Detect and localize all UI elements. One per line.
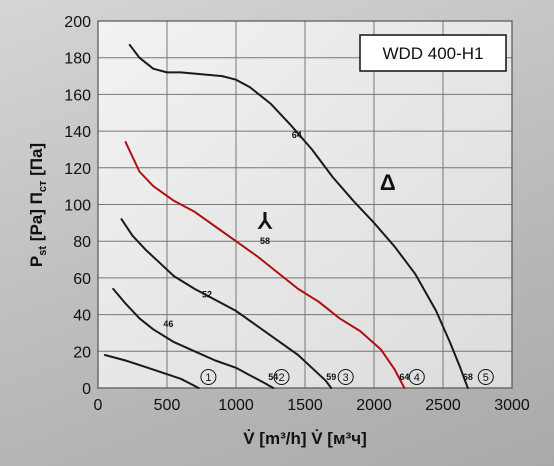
x-tick-label: 500 <box>154 397 181 414</box>
curve-4 <box>124 141 406 389</box>
curve-number-text: 1 <box>205 372 211 384</box>
curve-number-3: 3 <box>337 368 354 385</box>
plot-frame <box>97 20 513 389</box>
point-label: 64 <box>292 130 302 140</box>
curve-number-circle <box>273 368 290 385</box>
y-label-text: [Pa] П <box>27 192 46 246</box>
curve-number-circle <box>200 368 217 385</box>
y-label-subscript: ст <box>37 180 49 192</box>
curve-number-circle <box>408 368 425 385</box>
annotations: Δ⅄ <box>257 170 395 234</box>
star-connection-symbol: ⅄ <box>257 208 273 233</box>
y-label-text: P <box>27 256 46 267</box>
curve-number-circle <box>477 368 494 385</box>
curve-number-2: 2 <box>273 368 290 385</box>
point-label: 54 <box>268 372 278 382</box>
point-label: 68 <box>463 372 473 382</box>
x-tick-label: 2000 <box>356 397 392 414</box>
y-tick-label: 200 <box>64 14 91 31</box>
y-tick-label: 140 <box>64 124 91 141</box>
y-tick-label: 180 <box>64 51 91 68</box>
curve-number-text: 3 <box>343 372 349 384</box>
x-tick-label: 3000 <box>494 397 530 414</box>
point-label: 46 <box>163 319 173 329</box>
y-tick-label: 100 <box>64 198 91 215</box>
y-tick-label: 80 <box>73 234 91 251</box>
curve-3 <box>120 218 333 389</box>
y-label-subscript: st <box>37 246 49 256</box>
curve-number-4: 4 <box>408 368 425 385</box>
x-axis-label: V̇ [m³/h] V̇ [м³ч] <box>243 429 366 448</box>
point-label: 52 <box>202 289 212 299</box>
y-tick-label: 20 <box>73 344 91 361</box>
chart-title: WDD 400-H1 <box>382 44 483 63</box>
x-tick-label: 0 <box>94 397 103 414</box>
y-tick-label: 40 <box>73 308 91 325</box>
x-tick-label: 1500 <box>287 397 323 414</box>
y-tick-label: 60 <box>73 271 91 288</box>
curve-2 <box>112 287 275 389</box>
y-label-text: [Па] <box>27 143 46 181</box>
curve-number-1: 1 <box>200 368 217 385</box>
curve-5 <box>128 43 469 389</box>
point-label: 64 <box>399 372 409 382</box>
point-label: 58 <box>260 236 270 246</box>
curve-number-circle <box>337 368 354 385</box>
curve-number-5: 5 <box>477 368 494 385</box>
y-tick-label: 120 <box>64 161 91 178</box>
curve-numbers: 1 2 3 4 5 <box>200 368 494 385</box>
curves <box>103 43 469 389</box>
x-tick-label: 2500 <box>425 397 461 414</box>
curve-number-text: 2 <box>278 372 284 384</box>
point-labels: 64 58 52 46 54 59 64 68 <box>163 130 472 382</box>
curve-1 <box>103 354 200 389</box>
y-tick-label: 0 <box>82 381 91 398</box>
x-tick-label: 1000 <box>218 397 254 414</box>
title-box: WDD 400-H1 <box>359 34 507 72</box>
point-label: 59 <box>326 372 336 382</box>
curve-number-text: 5 <box>483 372 489 384</box>
curve-number-text: 4 <box>414 372 420 384</box>
y-axis-label: Pst [Pa] Пст [Па] <box>27 143 49 267</box>
y-tick-label: 160 <box>64 87 91 104</box>
delta-connection-symbol: Δ <box>380 170 396 195</box>
